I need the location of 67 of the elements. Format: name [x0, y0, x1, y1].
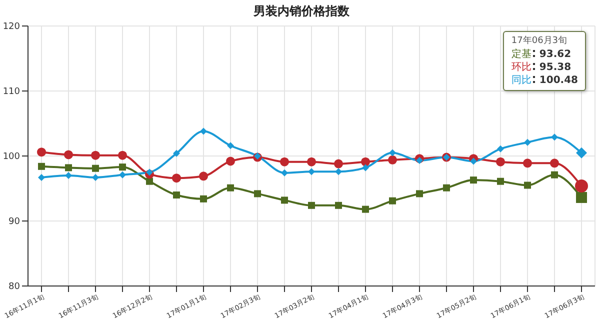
point: [362, 206, 369, 213]
point: [227, 142, 234, 150]
point: [551, 171, 558, 178]
point: [470, 158, 477, 165]
point: [308, 202, 315, 209]
point: [65, 164, 72, 172]
point: [307, 157, 316, 166]
point: [550, 158, 559, 168]
point: [200, 128, 207, 135]
point: [172, 174, 181, 183]
y-tick-label: 100: [2, 152, 20, 162]
y-tick-label: 90: [8, 217, 20, 228]
text: 环比: [511, 62, 532, 73]
point: [416, 190, 423, 198]
annotation: 93.62: [539, 49, 572, 60]
point: [119, 171, 126, 178]
point: [119, 164, 126, 171]
point: [308, 168, 315, 176]
point: [65, 172, 72, 179]
point: [524, 182, 531, 189]
point: [118, 150, 127, 160]
point: [335, 202, 342, 209]
point: [254, 190, 261, 198]
point: [64, 150, 73, 160]
point: [497, 178, 504, 185]
point: [91, 150, 100, 160]
point: [173, 150, 180, 157]
point: [388, 155, 397, 164]
point: [443, 184, 450, 192]
chart-title: 男装内销价格指数: [252, 3, 350, 20]
point: [334, 159, 343, 168]
point: [551, 134, 558, 141]
point: [92, 164, 99, 172]
point: [146, 178, 153, 185]
point: [361, 157, 370, 166]
annotation: 95.38: [539, 62, 572, 73]
point: [173, 192, 180, 198]
y-tick-label: 110: [2, 87, 20, 98]
text: 同比: [511, 75, 532, 86]
point: [497, 145, 504, 152]
point: [281, 169, 288, 176]
point: [227, 184, 234, 192]
point: [362, 164, 369, 172]
point: [523, 158, 532, 168]
point: [524, 138, 531, 146]
point: [496, 157, 505, 166]
point: [200, 195, 207, 202]
point: [389, 197, 396, 204]
y-tick-label: 80: [8, 282, 20, 292]
point: [226, 156, 235, 166]
point: [38, 174, 45, 181]
point: [416, 157, 423, 164]
point: [254, 152, 261, 160]
point: [92, 174, 99, 181]
point: [38, 162, 45, 170]
text: 定基: [511, 49, 532, 60]
point: [281, 196, 288, 204]
y-tick-label: 120: [2, 22, 20, 32]
point: [199, 172, 208, 181]
point: [280, 157, 289, 166]
point: [389, 149, 396, 156]
point: [146, 168, 153, 176]
annotation: 100.48: [539, 75, 578, 86]
category-label: 17年06月3旬: [511, 36, 568, 46]
point: [37, 148, 46, 157]
point: [335, 168, 342, 176]
point: [470, 176, 477, 184]
